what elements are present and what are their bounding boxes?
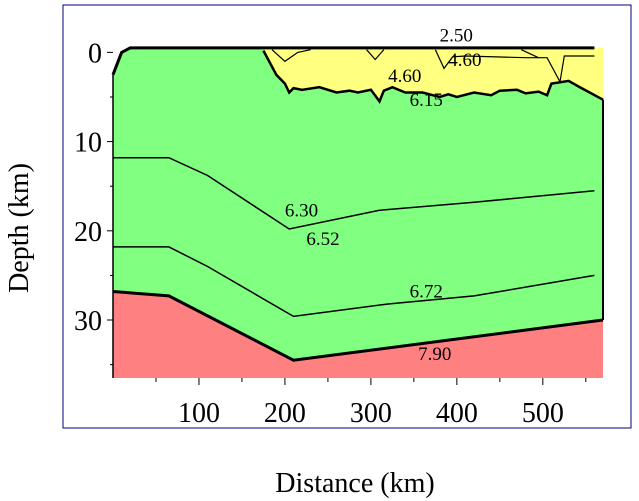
velocity-label-0: 2.50 xyxy=(440,26,473,47)
axes: 0 10 20 30 100 200 300 400 500 xyxy=(74,38,587,429)
velocity-label-6: 6.72 xyxy=(410,282,443,303)
sediment-base-line xyxy=(262,50,604,104)
boundary-lines xyxy=(111,46,604,378)
x-tick-label-400: 400 xyxy=(436,398,478,429)
moho-line xyxy=(112,290,604,362)
sediment-detail-line-2 xyxy=(434,49,595,84)
sediment-detail-line-0 xyxy=(271,49,311,63)
velocity-label-1: 4.60 xyxy=(448,50,481,71)
velocity-label-5: 6.52 xyxy=(306,229,339,250)
y-tick-label-20: 20 xyxy=(74,217,102,248)
velocity-label-2: 4.60 xyxy=(388,66,421,87)
velocity-labels: 2.504.604.606.156.306.526.727.90 xyxy=(285,26,482,365)
velocity-label-7: 7.90 xyxy=(418,344,451,365)
x-tick-label-300: 300 xyxy=(350,398,392,429)
surface-line xyxy=(111,46,595,76)
velocity-label-4: 6.30 xyxy=(285,201,318,222)
y-tick-label-10: 10 xyxy=(74,128,102,159)
boundary-6-30-line xyxy=(113,156,595,230)
x-tick-label-500: 500 xyxy=(522,398,564,429)
x-axis-label: Distance (km) xyxy=(275,468,434,499)
x-tick-label-100: 100 xyxy=(178,398,220,429)
y-axis-label: Depth (km) xyxy=(4,163,35,293)
sediment-detail-line-3 xyxy=(521,49,539,59)
x-tick-label-200: 200 xyxy=(264,398,306,429)
sediment-detail-line-1 xyxy=(366,49,385,61)
boundary-6-72-line xyxy=(113,246,595,318)
mantle-layer xyxy=(113,291,603,378)
y-tick-label-30: 30 xyxy=(74,306,102,337)
velocity-label-3: 6.15 xyxy=(410,90,443,111)
y-tick-label-0: 0 xyxy=(88,38,102,69)
sediment-layer xyxy=(263,47,603,102)
